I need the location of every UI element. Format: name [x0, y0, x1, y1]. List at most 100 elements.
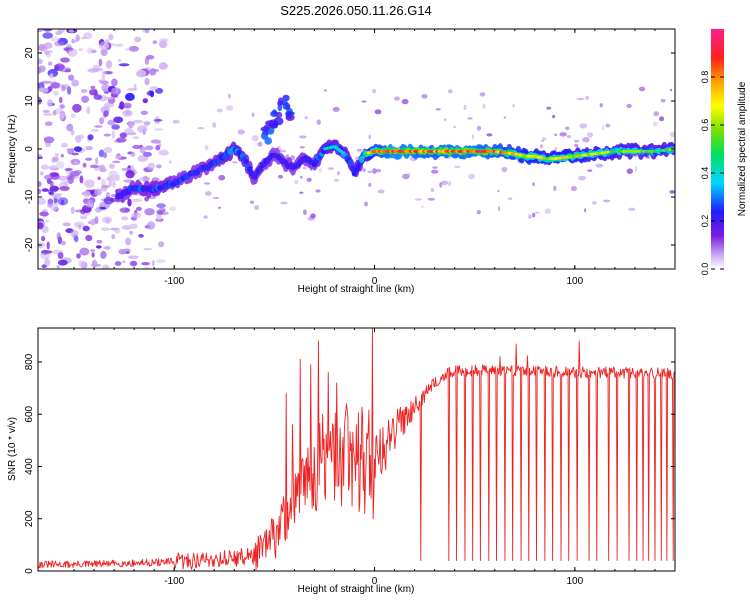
noise-blob [78, 260, 86, 267]
noise-blob [100, 80, 109, 85]
noise-blob [151, 259, 155, 267]
speckle-blob [212, 196, 220, 200]
noise-blob [100, 227, 111, 231]
noise-blob [38, 29, 44, 33]
noise-blob [149, 86, 158, 90]
noise-blob [143, 151, 152, 157]
noise-blob [114, 227, 121, 234]
noise-blob [39, 211, 49, 217]
speckle-blob [653, 111, 659, 117]
noise-blob [105, 217, 110, 224]
secondary-blob [285, 111, 295, 116]
noise-blob [43, 42, 53, 49]
speckle-blob [432, 166, 438, 169]
noise-blob [67, 176, 74, 185]
noise-blob [74, 235, 79, 243]
speckle-blob [584, 208, 587, 213]
noise-blob [140, 110, 148, 116]
noise-blob [85, 157, 93, 161]
speckle-blob [203, 182, 211, 185]
speckle-blob [237, 129, 245, 135]
noise-blob [90, 85, 96, 89]
noise-blob [99, 117, 105, 125]
ridge-core [360, 155, 366, 159]
speckle-blob [586, 132, 594, 138]
speckle-blob [541, 139, 544, 142]
noise-blob [85, 146, 93, 151]
speckle-blob [299, 176, 303, 179]
noise-blob [79, 247, 90, 256]
speckle-blob [254, 205, 259, 210]
secondary-blob [282, 94, 290, 102]
speckle-blob [257, 141, 263, 147]
noise-blob [111, 87, 122, 95]
y-tick-label: 400 [24, 458, 35, 475]
noise-blob [71, 79, 79, 87]
y-tick-label: 0 [24, 568, 35, 574]
speckle-blob [315, 189, 321, 193]
noise-blob [67, 86, 72, 95]
noise-blob [111, 124, 120, 130]
colorbar: 0.0 0.2 0.4 0.6 0.8 Normalized spectral ampl… [700, 29, 748, 275]
speckle-blob [452, 125, 457, 128]
speckle-blob [579, 123, 588, 129]
noise-blob [146, 55, 155, 60]
noise-blob [111, 130, 116, 139]
noise-blob [54, 41, 65, 47]
noise-blob [132, 144, 141, 150]
speckle-blob [172, 119, 180, 124]
y-tick-label: 200 [24, 510, 35, 527]
noise-blob [82, 162, 87, 168]
noise-blob [143, 247, 153, 251]
colorbar-gradient [711, 29, 724, 269]
noise-blob [60, 240, 66, 246]
noise-blob [49, 73, 54, 79]
speckle-blob [512, 104, 515, 108]
secondary-blob [277, 97, 284, 106]
noise-blob [73, 146, 83, 152]
noise-blob [103, 245, 112, 250]
noise-blob [97, 176, 101, 181]
noise-blob [60, 142, 69, 148]
speckle-blob [394, 96, 400, 101]
colorbar-ticks: 0.0 0.2 0.4 0.6 0.8 [700, 71, 724, 275]
noise-blob [89, 164, 99, 169]
speckle-blob [226, 105, 234, 111]
speckle-blob [323, 89, 328, 92]
noise-blob [124, 48, 130, 51]
speckle-blob [316, 119, 321, 125]
noise-blob [78, 48, 84, 52]
speckle-blob [372, 88, 377, 94]
noise-blob [57, 259, 68, 266]
noise-blob [131, 198, 143, 203]
noise-blob [76, 253, 81, 259]
snr-ylabel: SNR (10 * v/v) [7, 417, 18, 481]
speckle-blob [603, 199, 611, 203]
speckle-blob [582, 137, 590, 143]
noise-blob [138, 234, 144, 238]
speckle-blob [216, 108, 223, 113]
noise-blob [70, 113, 76, 119]
noise-blob [116, 137, 127, 143]
noise-blob [96, 239, 103, 244]
speckle-blob [203, 215, 208, 219]
noise-blob [137, 125, 148, 133]
speckle-blob [447, 180, 452, 187]
noise-blob [46, 99, 53, 107]
ridge-mid [236, 150, 242, 155]
noise-blob [144, 208, 155, 216]
noise-blob [68, 74, 75, 81]
noise-blob [158, 38, 169, 43]
speckle-blob [565, 126, 570, 130]
noise-blob [144, 77, 150, 86]
noise-blob [95, 157, 99, 165]
speckle-blob [294, 180, 299, 185]
noise-blob [128, 122, 134, 129]
noise-blob [41, 225, 49, 234]
speckle-blob [595, 163, 604, 168]
snr-marks [38, 328, 675, 571]
noise-blob [137, 155, 149, 162]
noise-blob [152, 40, 158, 45]
noise-blob [136, 69, 147, 78]
